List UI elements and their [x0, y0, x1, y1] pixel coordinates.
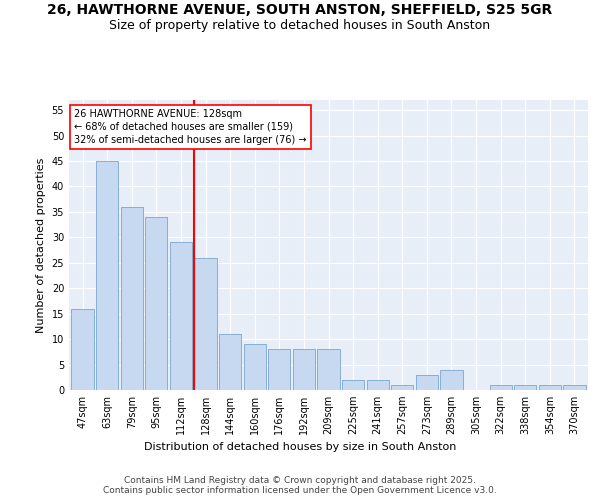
Bar — [121, 207, 143, 390]
Bar — [170, 242, 192, 390]
Bar — [244, 344, 266, 390]
Bar — [71, 308, 94, 390]
Bar — [416, 374, 438, 390]
Bar — [490, 385, 512, 390]
Text: Contains HM Land Registry data © Crown copyright and database right 2025.
Contai: Contains HM Land Registry data © Crown c… — [103, 476, 497, 495]
Text: Size of property relative to detached houses in South Anston: Size of property relative to detached ho… — [109, 18, 491, 32]
Bar — [563, 385, 586, 390]
Bar — [268, 350, 290, 390]
Bar — [219, 334, 241, 390]
Text: 26 HAWTHORNE AVENUE: 128sqm
← 68% of detached houses are smaller (159)
32% of se: 26 HAWTHORNE AVENUE: 128sqm ← 68% of det… — [74, 108, 307, 145]
Bar — [317, 350, 340, 390]
Bar — [342, 380, 364, 390]
Text: Distribution of detached houses by size in South Anston: Distribution of detached houses by size … — [144, 442, 456, 452]
Bar — [367, 380, 389, 390]
Text: 26, HAWTHORNE AVENUE, SOUTH ANSTON, SHEFFIELD, S25 5GR: 26, HAWTHORNE AVENUE, SOUTH ANSTON, SHEF… — [47, 2, 553, 16]
Bar — [440, 370, 463, 390]
Bar — [293, 350, 315, 390]
Bar — [194, 258, 217, 390]
Bar — [514, 385, 536, 390]
Bar — [145, 217, 167, 390]
Bar — [96, 161, 118, 390]
Y-axis label: Number of detached properties: Number of detached properties — [36, 158, 46, 332]
Bar — [391, 385, 413, 390]
Bar — [539, 385, 561, 390]
